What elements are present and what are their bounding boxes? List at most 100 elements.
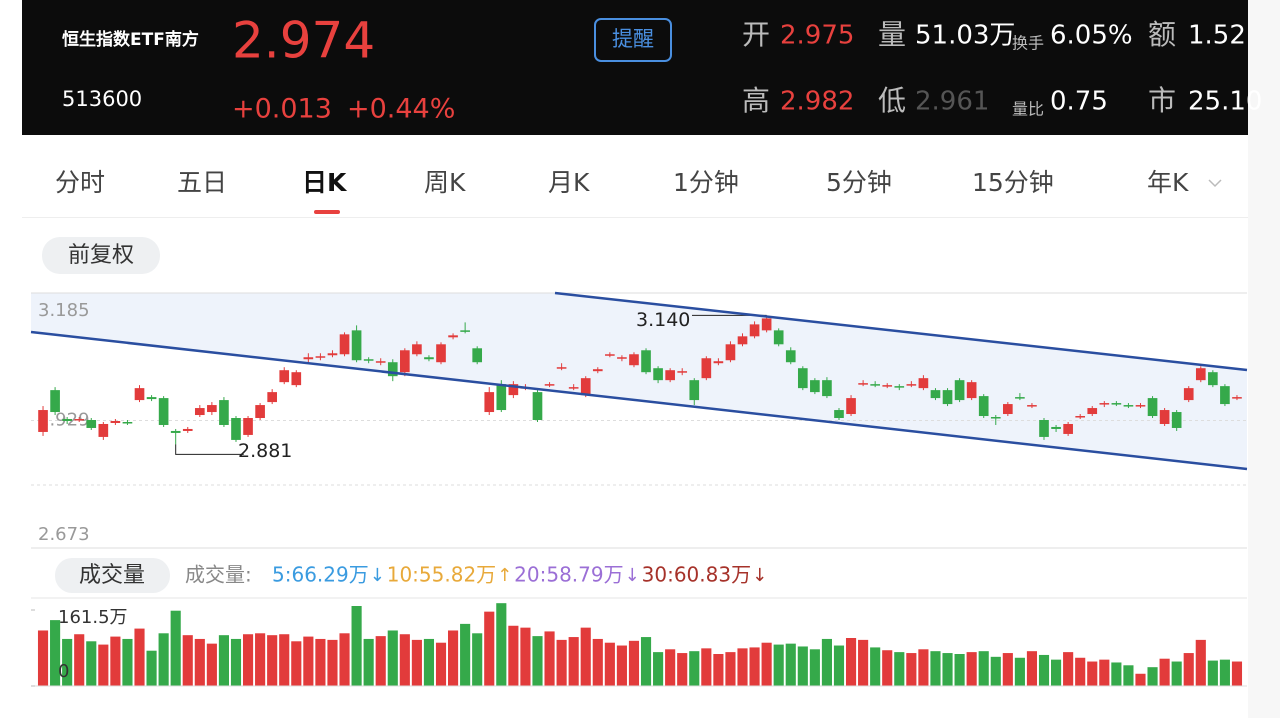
candle-body	[713, 361, 724, 364]
candle-body	[267, 392, 277, 403]
volume-bar	[966, 652, 977, 686]
candle-body	[146, 397, 157, 400]
volume-bar	[628, 640, 640, 686]
candle-body	[725, 344, 736, 361]
volume-bar	[942, 653, 953, 686]
volume-ma-label: 5:66.29万	[272, 563, 369, 587]
volume-bar	[74, 634, 85, 686]
volume-bar	[134, 628, 145, 686]
candle-body	[1003, 404, 1013, 415]
candle-body	[38, 410, 48, 432]
tab[interactable]: 1分钟	[673, 168, 739, 197]
candle-body	[1015, 397, 1025, 399]
volume-bar	[1014, 657, 1025, 686]
tab[interactable]: 月K	[548, 168, 590, 197]
quote-header	[22, 0, 1248, 135]
volume-bar	[363, 638, 374, 686]
stat-label: 量比	[1012, 100, 1044, 119]
volume-bar	[580, 627, 591, 686]
volume-bar	[1171, 661, 1182, 686]
volume-bar	[508, 625, 519, 686]
volume-bar	[194, 638, 205, 686]
candle-body	[846, 398, 856, 415]
candle-body	[605, 354, 615, 356]
volume-bar	[279, 634, 290, 686]
candle-body	[870, 384, 880, 386]
candle-body	[532, 392, 543, 421]
candle-body	[1171, 412, 1182, 428]
adjust-pill[interactable]	[42, 237, 160, 274]
alert-button-frame[interactable]	[594, 18, 672, 62]
candle-body	[412, 344, 422, 355]
candle-body	[448, 335, 458, 338]
volume-bar	[170, 610, 181, 686]
volume-bar	[339, 633, 350, 686]
volume-bar	[484, 611, 495, 686]
tab-dropdown	[1208, 179, 1222, 188]
volume-bar	[1087, 661, 1098, 686]
candle-body	[219, 400, 229, 425]
volume-bar	[1183, 653, 1194, 686]
candle-body	[653, 368, 663, 381]
candle-body	[918, 378, 929, 389]
adjust-button[interactable]: 前复权	[68, 243, 134, 268]
candle-body	[1123, 405, 1134, 407]
tab[interactable]: 周K	[424, 168, 466, 197]
candle-body	[122, 421, 133, 424]
right-edge	[1248, 0, 1280, 718]
volume-bar	[110, 636, 121, 686]
candle-body	[592, 369, 603, 372]
volume-bar	[122, 638, 133, 686]
stat-label: 开	[742, 18, 770, 51]
max-label: 3.140	[636, 309, 690, 331]
candle-body	[315, 356, 326, 358]
volume-bar	[990, 656, 1001, 686]
tab[interactable]: 15分钟	[972, 168, 1054, 197]
tab[interactable]: 分时	[55, 168, 105, 197]
volume-bar	[218, 635, 229, 686]
candle-body	[617, 357, 627, 359]
volume-bar	[146, 650, 157, 686]
tab[interactable]: 五日	[177, 168, 227, 197]
volume-bar	[448, 630, 459, 686]
tab[interactable]: 年K	[1147, 168, 1189, 197]
candle-body	[954, 380, 965, 401]
candle-body	[930, 390, 941, 399]
candle-body	[387, 362, 398, 377]
candle-body	[400, 350, 410, 373]
volume-bar	[918, 649, 929, 686]
candle-body	[568, 387, 579, 389]
volume-bar	[858, 639, 869, 686]
candle-body	[978, 396, 989, 417]
fund-code: 513600	[62, 87, 142, 111]
stat-value: 1.52	[1188, 21, 1246, 51]
candle-body	[1135, 405, 1146, 407]
stat-value: 2.975	[780, 21, 854, 51]
volume-bar	[1063, 652, 1074, 686]
tab-divider	[22, 217, 1248, 218]
volume-bar	[701, 648, 712, 686]
candle-body	[556, 367, 567, 369]
volume-button[interactable]: 成交量	[79, 563, 145, 588]
candle-body	[327, 353, 338, 356]
volume-ma-arrow: ↓	[752, 565, 767, 586]
volume-bar	[1075, 657, 1086, 686]
volume-pill[interactable]	[55, 558, 170, 593]
candle-body	[363, 359, 374, 361]
tab[interactable]: 5分钟	[826, 168, 892, 197]
tab[interactable]: 日K	[302, 168, 348, 197]
volume-bar	[1051, 659, 1062, 686]
volume-bar	[435, 642, 447, 686]
stat-value: 2.961	[915, 87, 989, 117]
volume-bar	[1135, 673, 1146, 686]
tab-bar: 分时 五日 日K 周K 月K 1分钟 5分钟 15分钟 年K	[55, 168, 1222, 214]
stat-label: 低	[878, 84, 906, 117]
candle-body	[761, 318, 772, 331]
volume-bar	[556, 639, 567, 686]
candle-body	[580, 378, 591, 396]
volume-bar	[423, 638, 435, 686]
candle-body	[773, 330, 784, 345]
alert-button[interactable]: 提醒	[612, 27, 654, 51]
candle-body	[170, 430, 181, 433]
